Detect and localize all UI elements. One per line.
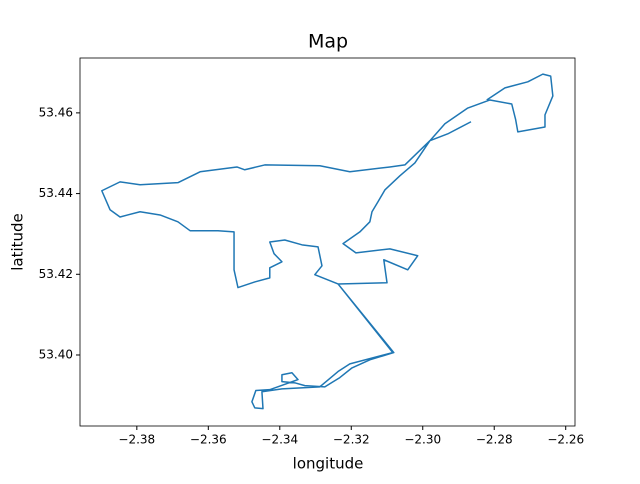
y-axis-label: latitude bbox=[9, 213, 27, 271]
plot-frame bbox=[79, 57, 576, 427]
y-tick-label: 53.46 bbox=[39, 105, 73, 119]
y-tick-label: 53.42 bbox=[39, 267, 73, 281]
y-tick-label: 53.44 bbox=[39, 186, 73, 200]
track-line bbox=[101, 73, 554, 410]
x-tick-label: −2.38 bbox=[118, 433, 155, 447]
x-tick-label: −2.36 bbox=[190, 433, 227, 447]
x-axis-label: longitude bbox=[293, 455, 364, 473]
y-tick-label: 53.40 bbox=[39, 347, 73, 361]
chart-title: Map bbox=[308, 31, 348, 53]
x-tick-label: −2.26 bbox=[547, 433, 584, 447]
x-tick-label: −2.28 bbox=[476, 433, 513, 447]
x-tick-label: −2.34 bbox=[261, 433, 298, 447]
x-tick-label: −2.32 bbox=[333, 433, 370, 447]
x-tick-label: −2.30 bbox=[404, 433, 441, 447]
